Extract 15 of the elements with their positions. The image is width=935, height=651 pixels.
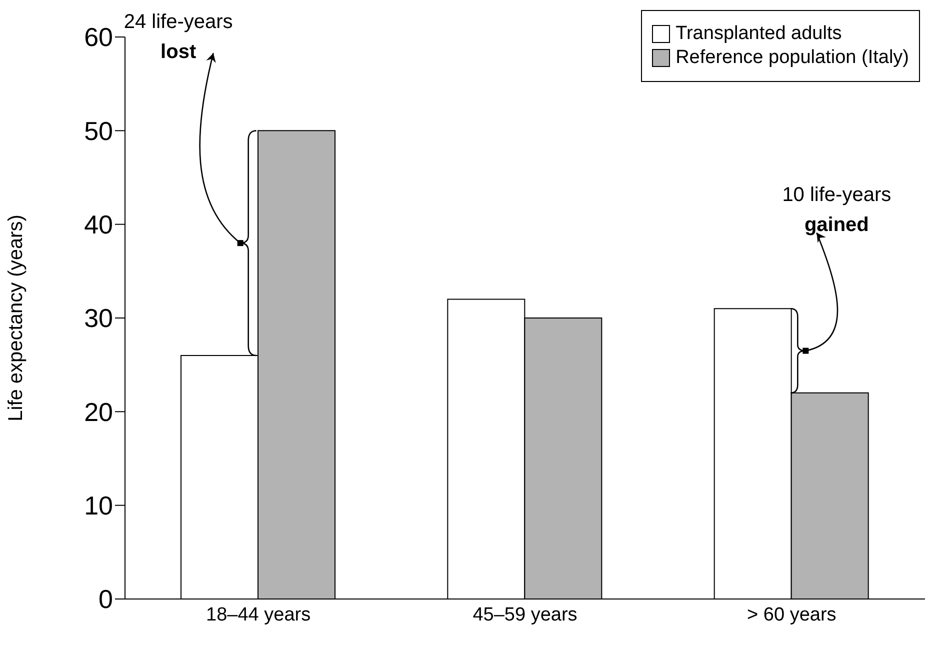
- x-tick-label: 45–59 years: [472, 604, 578, 626]
- y-tick-label: 50: [84, 116, 113, 146]
- legend-label: Transplanted adults: [676, 23, 842, 45]
- x-tick-label: > 60 years: [747, 604, 836, 626]
- x-tick-label: 18–44 years: [206, 604, 311, 626]
- y-tick-label: 40: [84, 210, 113, 240]
- y-tick-label: 0: [98, 584, 113, 614]
- y-tick-label: 10: [84, 490, 113, 521]
- legend-label: Reference population (Italy): [676, 47, 909, 69]
- y-axis-title: Life expectancy (years): [5, 214, 28, 422]
- annotation: 24 life-years lost: [124, 11, 233, 64]
- y-tick-label: 20: [84, 396, 113, 427]
- y-tick-label: 30: [84, 303, 113, 334]
- y-tick-label: 60: [84, 22, 113, 52]
- annotation: 10 life-years gained: [782, 184, 892, 236]
